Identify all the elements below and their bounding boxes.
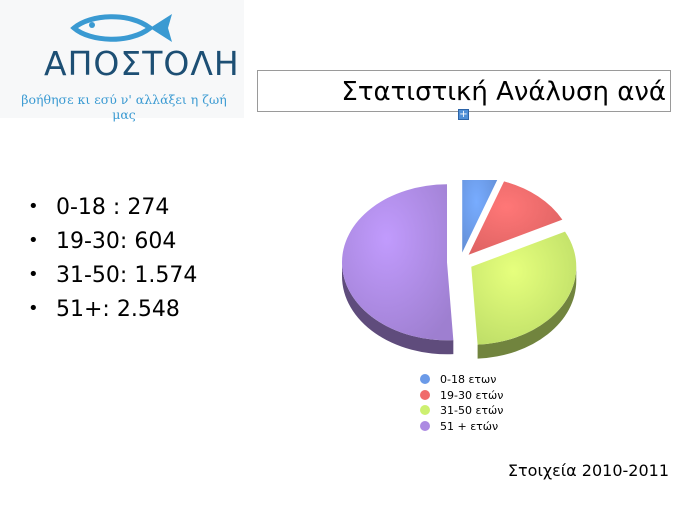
bullet-item: • 19-30: 604 [28, 224, 197, 258]
bullet-item: • 31-50: 1.574 [28, 258, 197, 292]
fish-icon [70, 14, 172, 42]
bullet-dot: • [28, 264, 39, 285]
legend-marker [420, 420, 430, 431]
chart-legend: 0-18 ετων 19-30 ετών 31-50 ετών 51 + ετών [420, 372, 503, 434]
pie-slice-2 [468, 181, 563, 255]
pie-slice-1 [462, 180, 498, 253]
slide-title: Στατιστική Ανάλυση ανά [341, 77, 666, 107]
logo-wordmark: ΑΠΟΣΤΟΛΗ [44, 44, 240, 83]
legend-entry: 31-50 ετών [420, 403, 503, 419]
plus-handle-icon[interactable]: + [458, 109, 469, 120]
bullet-text: 19-30: 604 [56, 229, 177, 254]
bullet-item: • 51+: 2.548 [28, 292, 197, 326]
legend-entry: 19-30 ετών [420, 388, 503, 404]
logo: ΑΠΟΣΤΟΛΗ βοήθησε κι εσύ ν' αλλάξει η ζωή… [0, 0, 244, 122]
pie-slice-side [477, 266, 577, 359]
bullet-item: • 0-18 : 274 [28, 190, 197, 224]
pie-slice-3 [471, 231, 577, 345]
pie-slice-side [342, 262, 454, 355]
bullet-text: 0-18 : 274 [56, 195, 170, 220]
legend-label: 0-18 ετων [440, 373, 497, 386]
pie-slice-4 [342, 184, 454, 341]
legend-marker [420, 389, 430, 400]
bullet-dot: • [28, 298, 39, 319]
bullet-text: 51+: 2.548 [56, 297, 180, 322]
legend-marker [420, 405, 430, 415]
legend-marker [420, 374, 430, 384]
bullet-list: • 0-18 : 274 • 19-30: 604 • 31-50: 1.574 • 5… [28, 190, 197, 326]
logo-tagline: βοήθησε κι εσύ ν' αλλάξει η ζωή μας [21, 92, 227, 122]
title-box[interactable]: Στατιστική Ανάλυση ανά [257, 70, 671, 112]
legend-label: 31-50 ετών [440, 404, 504, 417]
bullet-text: 31-50: 1.574 [56, 263, 198, 288]
source-note: Στοιχεία 2010-2011 [507, 461, 669, 480]
legend-entry: 0-18 ετων [420, 372, 503, 388]
bullet-dot: • [28, 196, 39, 217]
legend-label: 19-30 ετών [440, 388, 504, 402]
bullet-dot: • [28, 230, 39, 251]
pie-chart [342, 180, 577, 359]
legend-entry: 51 + ετών [420, 419, 503, 435]
legend-label: 51 + ετών [440, 419, 499, 433]
